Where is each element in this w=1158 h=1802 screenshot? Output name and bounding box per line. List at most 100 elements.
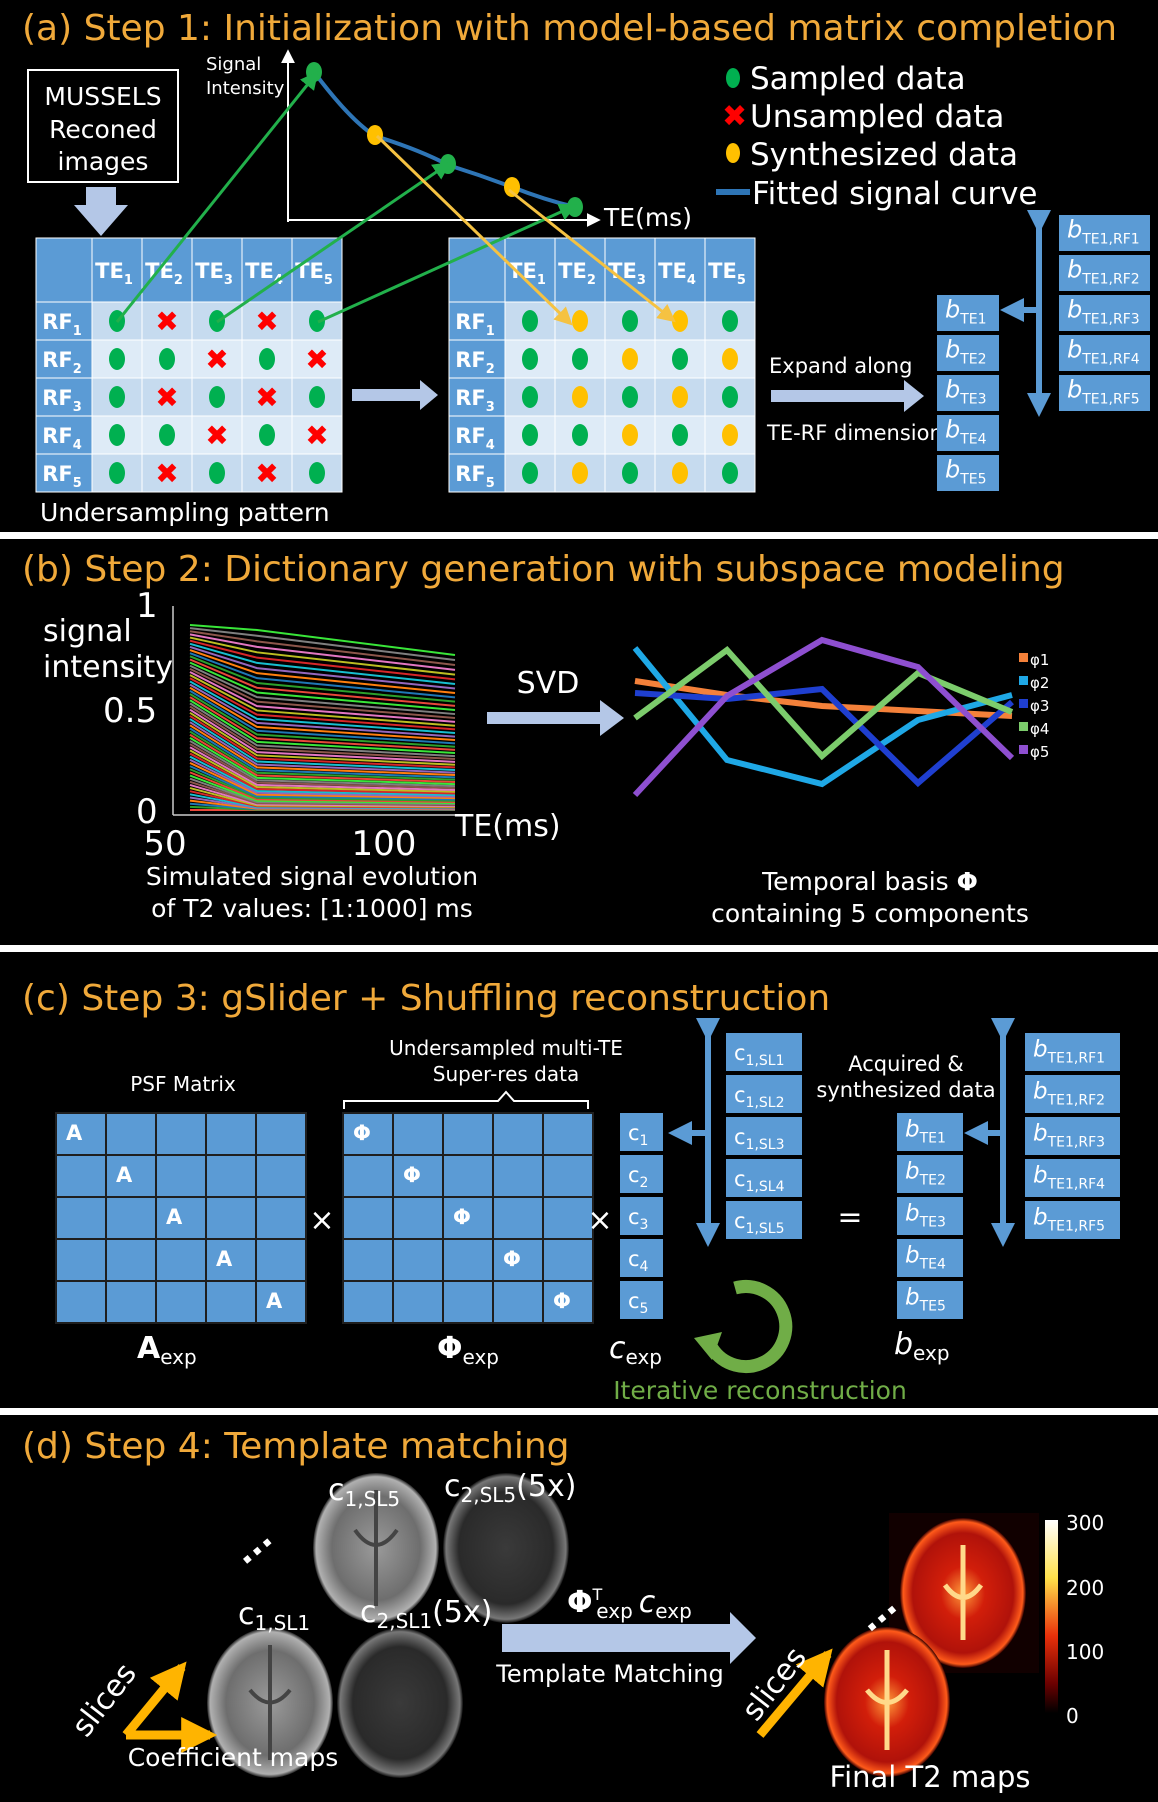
right-table-header-text-te2: TE2 — [558, 259, 596, 288]
c-bte-cell — [897, 1113, 963, 1151]
a-brf-cell — [1059, 215, 1150, 251]
a-bte-letter: b — [945, 455, 960, 483]
basis-legend-swatch — [1019, 676, 1028, 685]
left-table-row-text-rf3-sub: 3 — [73, 400, 82, 415]
c-bte-sub: TE1 — [919, 1131, 946, 1147]
left-table-row-text-rf5-main: RF — [42, 462, 73, 486]
c-sl-cell-letter: c — [734, 1083, 746, 1107]
left-table-row-header-rf3 — [35, 377, 93, 417]
phi-matrix-cell — [492, 1154, 544, 1198]
c-cell — [620, 1239, 663, 1277]
left-table-cell — [141, 453, 193, 493]
dict-xlabel: TE(ms) — [454, 809, 561, 844]
c-brf-sub: TE1,RF3 — [1047, 1135, 1105, 1151]
c-sl-cell — [726, 1033, 802, 1071]
legend-fitted-icon — [716, 189, 750, 195]
right-table-row-text-rf5: RF5 — [455, 462, 495, 491]
c-cell-letter: c — [628, 1163, 640, 1187]
left-table-row-text-rf1-sub: 1 — [73, 324, 82, 339]
sampled-dot — [159, 348, 175, 370]
dictionary-curve — [189, 645, 456, 690]
sampled-dot — [622, 310, 638, 332]
slices-arrow-up-left — [122, 1661, 187, 1738]
dictionary-curve — [189, 696, 456, 751]
signal-ylabel-1: Signal — [206, 54, 261, 75]
left-table-header-text-te3-main: TE — [195, 259, 224, 283]
c-bte-sub: TE2 — [919, 1173, 946, 1189]
a-bte-sub: TE5 — [959, 471, 986, 487]
c-sl-cell-sub: 1,SL3 — [746, 1137, 785, 1153]
panel-a: (a) Step 1: Initialization with model-ba… — [22, 8, 1150, 527]
dict-ylabel-1: signal — [43, 614, 132, 649]
formula-sub-2: exp — [655, 1599, 691, 1623]
right-table-header-text-te5-main: TE — [708, 259, 737, 283]
left-table-row-header-rf2 — [35, 339, 93, 379]
acq-label-1: Acquired & — [848, 1052, 964, 1076]
label-c1-sl5-letter: c — [328, 1473, 345, 1508]
phi-matrix-cell — [492, 1112, 544, 1156]
dictionary-curve — [189, 749, 456, 793]
dictionary-curve — [189, 765, 456, 801]
right-table-row-text-rf1: RF1 — [455, 310, 495, 339]
expand-label-1: Expand along — [769, 354, 912, 378]
dictionary-curve — [189, 702, 456, 758]
c-cell-letter: c — [628, 1121, 640, 1145]
brain-c2-sl5 — [443, 1473, 569, 1623]
legend: Sampled data ✖ Unsampled data Synthesize… — [716, 61, 1038, 212]
a-matrix-cell — [105, 1196, 157, 1240]
svd-label: SVD — [517, 666, 580, 701]
dictionary-curve — [189, 693, 456, 748]
left-table-row-text-rf1: RF1 — [42, 310, 82, 339]
a-brf-sub: TE1,RF4 — [1081, 351, 1140, 367]
fitted-curve — [312, 70, 576, 209]
panel-d-title: (d) Step 4: Template matching — [22, 1426, 570, 1467]
c-sl-cell-letter: c — [734, 1125, 746, 1149]
left-table-row-text-rf4: RF4 — [42, 424, 82, 453]
colorbar — [1045, 1520, 1058, 1713]
dictionary-curve — [189, 737, 456, 786]
label-c2-sl1: c2,SL1(5x) — [360, 1595, 492, 1633]
left-table-header-text-te1: TE1 — [95, 259, 133, 288]
phi-exp-letter: Φ — [437, 1331, 463, 1366]
dictionary-curve — [189, 755, 456, 797]
c-brf-sub: TE1,RF5 — [1047, 1219, 1105, 1235]
phi-matrix-diag-label: Φ — [453, 1205, 471, 1229]
c-cell — [620, 1155, 663, 1193]
sampled-dot — [722, 462, 738, 484]
left-table-row-text-rf3-main: RF — [42, 386, 73, 410]
separator-bc — [0, 945, 1158, 952]
c-bte-cell — [897, 1239, 963, 1277]
right-table-row-text-rf2-sub: 2 — [486, 362, 495, 377]
a-brf-sub: TE1,RF1 — [1081, 231, 1139, 247]
sampled-dot — [672, 424, 688, 446]
a-matrix-cell — [155, 1154, 207, 1198]
a-brf-sub: TE1,RF3 — [1081, 311, 1139, 327]
a-bte-letter: b — [945, 415, 960, 443]
template-arrow — [502, 1612, 756, 1664]
right-table-header-text-te3-sub: 3 — [637, 273, 646, 288]
a-brf-cell — [1059, 375, 1150, 411]
arrow-yellow-1 — [375, 134, 573, 326]
right-table-row-text-rf3: RF3 — [455, 386, 495, 415]
left-table-corner-cell — [35, 237, 93, 303]
left-table-row-text-rf2-main: RF — [42, 348, 73, 372]
a-matrix-cell — [255, 1196, 307, 1240]
left-table-cell — [191, 339, 243, 379]
dictionary-curve — [189, 661, 456, 712]
left-table-header-te5 — [291, 237, 343, 303]
c-bte-letter: b — [905, 1285, 920, 1311]
sampled-dot — [572, 348, 588, 370]
a-bte-text: bTE5 — [945, 455, 987, 487]
c-sl-cell-sub: 1,SL5 — [746, 1221, 785, 1237]
basis-legend-label: φ5 — [1030, 743, 1049, 761]
right-table-row-header-rf5 — [448, 453, 506, 493]
a-exp-sub: exp — [160, 1345, 196, 1369]
final-label: Final T2 maps — [830, 1760, 1031, 1794]
colorbar-tick-100: 100 — [1066, 1640, 1104, 1664]
c-brf-sub: TE1,RF2 — [1047, 1093, 1105, 1109]
right-table-header-te5 — [704, 237, 756, 303]
c-bte-text: bTE3 — [905, 1201, 946, 1231]
signal-ylabel-2: Intensity — [206, 78, 285, 99]
coef-label: Coefficient maps — [128, 1743, 339, 1772]
a-matrix-cell — [105, 1238, 157, 1282]
